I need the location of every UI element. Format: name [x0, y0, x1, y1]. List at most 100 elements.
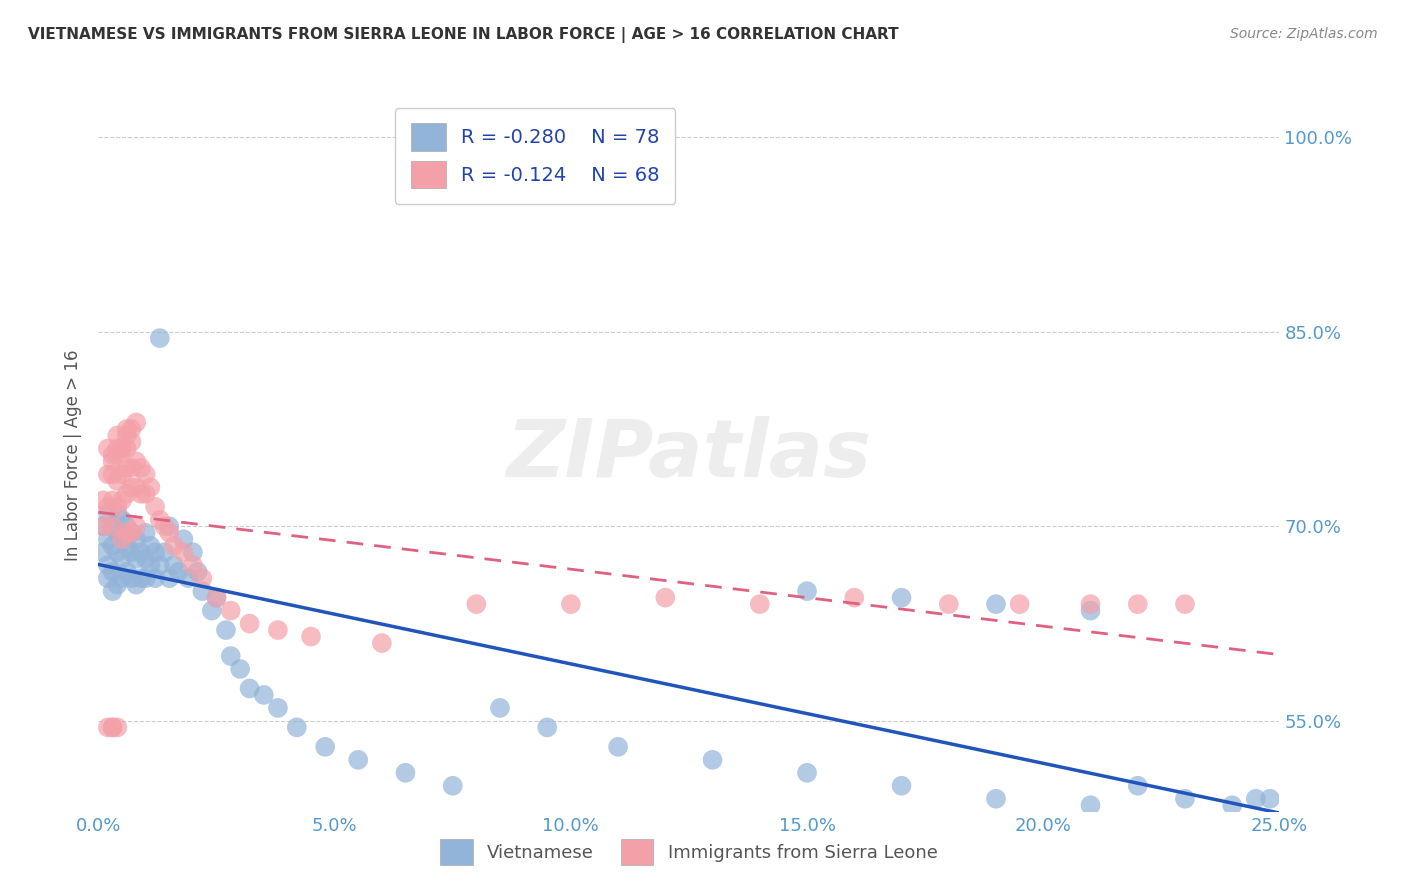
Point — [285, 720, 308, 734]
Point — [844, 591, 866, 605]
Point — [153, 545, 176, 559]
Point — [111, 533, 134, 547]
Point — [163, 558, 186, 573]
Point — [125, 416, 148, 430]
Point — [314, 739, 336, 754]
Point — [105, 720, 128, 734]
Point — [115, 539, 138, 553]
Point — [191, 584, 214, 599]
Point — [267, 701, 290, 715]
Point — [177, 571, 200, 585]
Point — [101, 519, 124, 533]
Point — [135, 525, 157, 540]
Point — [121, 525, 143, 540]
Point — [101, 565, 124, 579]
Point — [121, 545, 143, 559]
Point — [129, 571, 152, 585]
Point — [105, 577, 128, 591]
Point — [984, 791, 1007, 805]
Point — [125, 454, 148, 468]
Point — [153, 519, 176, 533]
Point — [1080, 597, 1102, 611]
Point — [121, 434, 143, 449]
Point — [748, 597, 770, 611]
Point — [91, 545, 114, 559]
Point — [135, 571, 157, 585]
Point — [219, 648, 242, 663]
Point — [111, 442, 134, 456]
Point — [702, 753, 724, 767]
Point — [125, 480, 148, 494]
Point — [97, 571, 120, 585]
Point — [229, 662, 252, 676]
Point — [1126, 779, 1149, 793]
Point — [129, 461, 152, 475]
Point — [97, 500, 120, 514]
Point — [101, 448, 124, 462]
Point — [371, 636, 394, 650]
Point — [97, 558, 120, 573]
Point — [111, 533, 134, 547]
Point — [121, 461, 143, 475]
Point — [115, 428, 138, 442]
Point — [157, 571, 180, 585]
Point — [135, 551, 157, 566]
Point — [1244, 791, 1267, 805]
Point — [125, 533, 148, 547]
Point — [115, 422, 138, 436]
Point — [299, 630, 322, 644]
Point — [135, 487, 157, 501]
Point — [105, 442, 128, 456]
Point — [187, 565, 209, 579]
Point — [125, 577, 148, 591]
Point — [105, 525, 128, 540]
Point — [890, 591, 912, 605]
Point — [115, 565, 138, 579]
Point — [143, 571, 166, 585]
Point — [129, 487, 152, 501]
Point — [105, 428, 128, 442]
Point — [105, 506, 128, 520]
Point — [105, 474, 128, 488]
Point — [129, 545, 152, 559]
Point — [796, 584, 818, 599]
Point — [205, 591, 228, 605]
Point — [1126, 597, 1149, 611]
Point — [121, 480, 143, 494]
Point — [101, 519, 124, 533]
Point — [441, 779, 464, 793]
Point — [1220, 798, 1243, 813]
Point — [115, 442, 138, 456]
Point — [139, 539, 162, 553]
Point — [1080, 604, 1102, 618]
Point — [465, 597, 488, 611]
Point — [191, 571, 214, 585]
Text: Source: ZipAtlas.com: Source: ZipAtlas.com — [1230, 27, 1378, 41]
Point — [201, 604, 224, 618]
Point — [172, 545, 194, 559]
Point — [149, 513, 172, 527]
Point — [115, 487, 138, 501]
Point — [1008, 597, 1031, 611]
Point — [105, 545, 128, 559]
Point — [890, 779, 912, 793]
Point — [163, 539, 186, 553]
Point — [1174, 597, 1197, 611]
Point — [1258, 791, 1281, 805]
Point — [101, 584, 124, 599]
Point — [115, 461, 138, 475]
Point — [219, 604, 242, 618]
Point — [105, 448, 128, 462]
Point — [115, 525, 138, 540]
Point — [607, 739, 630, 754]
Point — [938, 597, 960, 611]
Point — [143, 500, 166, 514]
Point — [101, 720, 124, 734]
Point — [111, 467, 134, 482]
Point — [181, 558, 204, 573]
Point — [115, 519, 138, 533]
Point — [105, 500, 128, 514]
Point — [560, 597, 582, 611]
Legend: Vietnamese, Immigrants from Sierra Leone: Vietnamese, Immigrants from Sierra Leone — [432, 830, 946, 874]
Point — [97, 467, 120, 482]
